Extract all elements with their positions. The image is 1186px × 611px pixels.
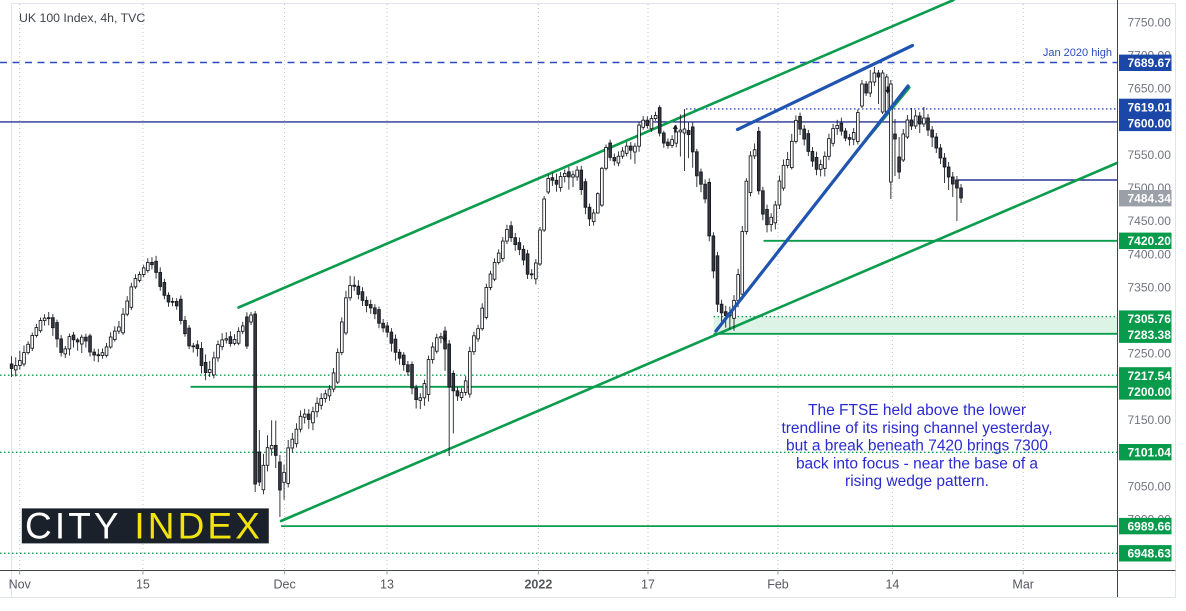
svg-text:14: 14 xyxy=(885,578,899,592)
svg-text:15: 15 xyxy=(136,578,150,592)
svg-text:Dec: Dec xyxy=(273,578,295,592)
svg-text:Nov: Nov xyxy=(9,578,32,592)
svg-text:7150.00: 7150.00 xyxy=(1128,413,1172,427)
svg-text:7689.67: 7689.67 xyxy=(1128,56,1172,70)
svg-text:13: 13 xyxy=(380,578,394,592)
svg-text:back into focus - near the bas: back into focus - near the base of a xyxy=(796,455,1038,472)
svg-text:7305.76: 7305.76 xyxy=(1128,312,1172,326)
svg-text:trendline of its rising channe: trendline of its rising channel yesterda… xyxy=(781,420,1052,437)
svg-text:7619.01: 7619.01 xyxy=(1128,100,1172,114)
svg-text:CITY INDEX: CITY INDEX xyxy=(25,506,263,547)
svg-text:6948.63: 6948.63 xyxy=(1128,547,1172,561)
svg-text:7600.00: 7600.00 xyxy=(1128,116,1172,130)
svg-text:7050.00: 7050.00 xyxy=(1128,479,1172,493)
svg-text:Mar: Mar xyxy=(1012,578,1034,592)
svg-text:7350.00: 7350.00 xyxy=(1128,280,1172,294)
svg-text:7400.00: 7400.00 xyxy=(1128,247,1172,261)
svg-text:Jan 2020 high: Jan 2020 high xyxy=(1043,47,1112,59)
svg-text:but a break beneath 7420 bring: but a break beneath 7420 brings 7300 xyxy=(786,438,1048,455)
svg-text:Feb: Feb xyxy=(767,578,789,592)
svg-text:7101.04: 7101.04 xyxy=(1128,446,1172,460)
svg-text:7750.00: 7750.00 xyxy=(1128,15,1172,29)
svg-text:7650.00: 7650.00 xyxy=(1128,82,1172,96)
svg-text:17: 17 xyxy=(641,578,655,592)
svg-text:7484.34: 7484.34 xyxy=(1128,192,1172,206)
svg-text:7550.00: 7550.00 xyxy=(1128,148,1172,162)
svg-text:2022: 2022 xyxy=(524,578,552,592)
svg-text:7283.38: 7283.38 xyxy=(1128,328,1172,342)
svg-text:7450.00: 7450.00 xyxy=(1128,214,1172,228)
svg-text:7250.00: 7250.00 xyxy=(1128,347,1172,361)
svg-text:UK 100 Index, 4h, TVC: UK 100 Index, 4h, TVC xyxy=(19,11,145,25)
svg-text:rising wedge pattern.: rising wedge pattern. xyxy=(845,473,989,490)
svg-text:6989.66: 6989.66 xyxy=(1128,520,1172,534)
svg-text:7217.54: 7217.54 xyxy=(1128,369,1172,383)
svg-text:7420.20: 7420.20 xyxy=(1128,234,1172,248)
svg-text:The FTSE held above the lower: The FTSE held above the lower xyxy=(808,402,1026,419)
svg-text:7200.00: 7200.00 xyxy=(1128,385,1172,399)
